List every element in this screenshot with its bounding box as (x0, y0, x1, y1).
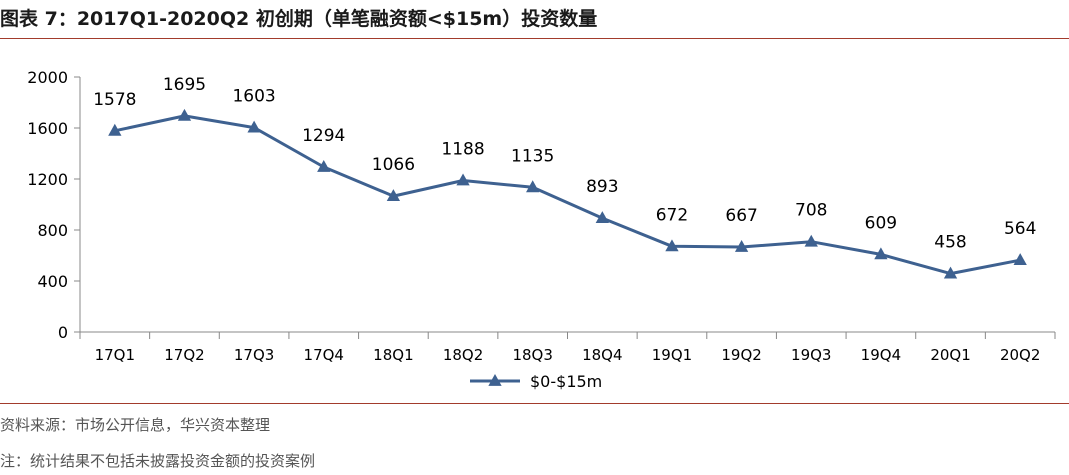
y-tick-label: 400 (37, 272, 68, 291)
data-point-marker (1013, 253, 1027, 265)
x-tick-label: 19Q2 (721, 346, 761, 364)
data-point-marker (247, 120, 261, 133)
line-chart: 0 400 800 1200 1600 2000 17Q1 17Q2 17Q3 17Q4 18Q1… (27, 68, 1056, 391)
x-tick-label: 18Q2 (443, 346, 483, 364)
data-point-marker (734, 239, 749, 252)
data-point-marker (456, 173, 470, 186)
data-label: 1135 (511, 146, 554, 166)
data-label: 1294 (302, 126, 345, 146)
data-point-marker (874, 247, 888, 260)
data-point-marker (526, 180, 540, 193)
y-tick-label: 1600 (27, 119, 68, 138)
title-divider (0, 38, 1069, 39)
x-tick-label: 18Q3 (512, 346, 552, 364)
y-axis: 0 400 800 1200 1600 2000 (27, 68, 81, 342)
data-point-marker (943, 266, 958, 279)
x-tick-label: 18Q4 (582, 346, 622, 364)
y-tick-label: 2000 (27, 68, 68, 87)
x-tick-label: 20Q2 (1000, 346, 1040, 364)
x-tick-label: 19Q4 (861, 346, 901, 364)
data-label: 458 (934, 233, 966, 253)
y-tick-label: 0 (58, 323, 68, 342)
data-point-marker (177, 108, 192, 121)
x-tick-label: 20Q1 (930, 346, 970, 364)
data-point-marker (804, 234, 818, 247)
legend-label: $0-$15m (530, 372, 602, 391)
data-label: 672 (656, 205, 688, 225)
y-tick-label: 800 (37, 221, 68, 240)
data-point-marker (317, 160, 331, 172)
data-label: 609 (865, 213, 897, 233)
x-tick-label: 17Q1 (95, 346, 135, 364)
legend-marker (488, 374, 502, 386)
y-tick-label: 1200 (27, 170, 68, 189)
source-note: 资料来源：市场公开信息，华兴资本整理 (0, 416, 271, 434)
x-tick-label: 17Q4 (304, 346, 344, 364)
series-line (114, 114, 1021, 276)
data-point-marker (386, 189, 401, 201)
x-tick-label: 17Q2 (164, 346, 204, 364)
data-label: 1578 (93, 90, 136, 110)
data-label: 667 (725, 206, 757, 226)
data-label: 1066 (372, 155, 415, 175)
data-label: 564 (1004, 219, 1036, 239)
figure-title: 图表 7：2017Q1-2020Q2 初创期（单笔融资额<$15m）投资数量 (0, 8, 598, 30)
data-point-marker (108, 123, 122, 136)
data-label: 893 (586, 177, 618, 197)
data-label: 1188 (441, 140, 484, 160)
data-point-marker (595, 211, 609, 224)
x-tick-label: 19Q1 (652, 346, 692, 364)
x-axis: 17Q1 17Q2 17Q3 17Q4 18Q1 18Q2 18Q3 18Q4 19Q1 19Q2… (79, 331, 1056, 364)
data-label: 1695 (163, 75, 206, 95)
series-layer: 1578 1695 1603 1294 1066 1188 1135 893 672 667 708… (93, 75, 1036, 279)
footnote: 注：统计结果不包括未披露投资金额的投资案例 (0, 452, 316, 470)
x-tick-label: 18Q1 (373, 346, 413, 364)
data-label: 1603 (232, 87, 275, 107)
data-label: 708 (795, 201, 827, 221)
legend: $0-$15m (470, 372, 602, 391)
data-point-marker (665, 239, 679, 252)
footer-divider (0, 403, 1069, 404)
x-tick-label: 17Q3 (234, 346, 274, 364)
x-tick-label: 19Q3 (791, 346, 831, 364)
